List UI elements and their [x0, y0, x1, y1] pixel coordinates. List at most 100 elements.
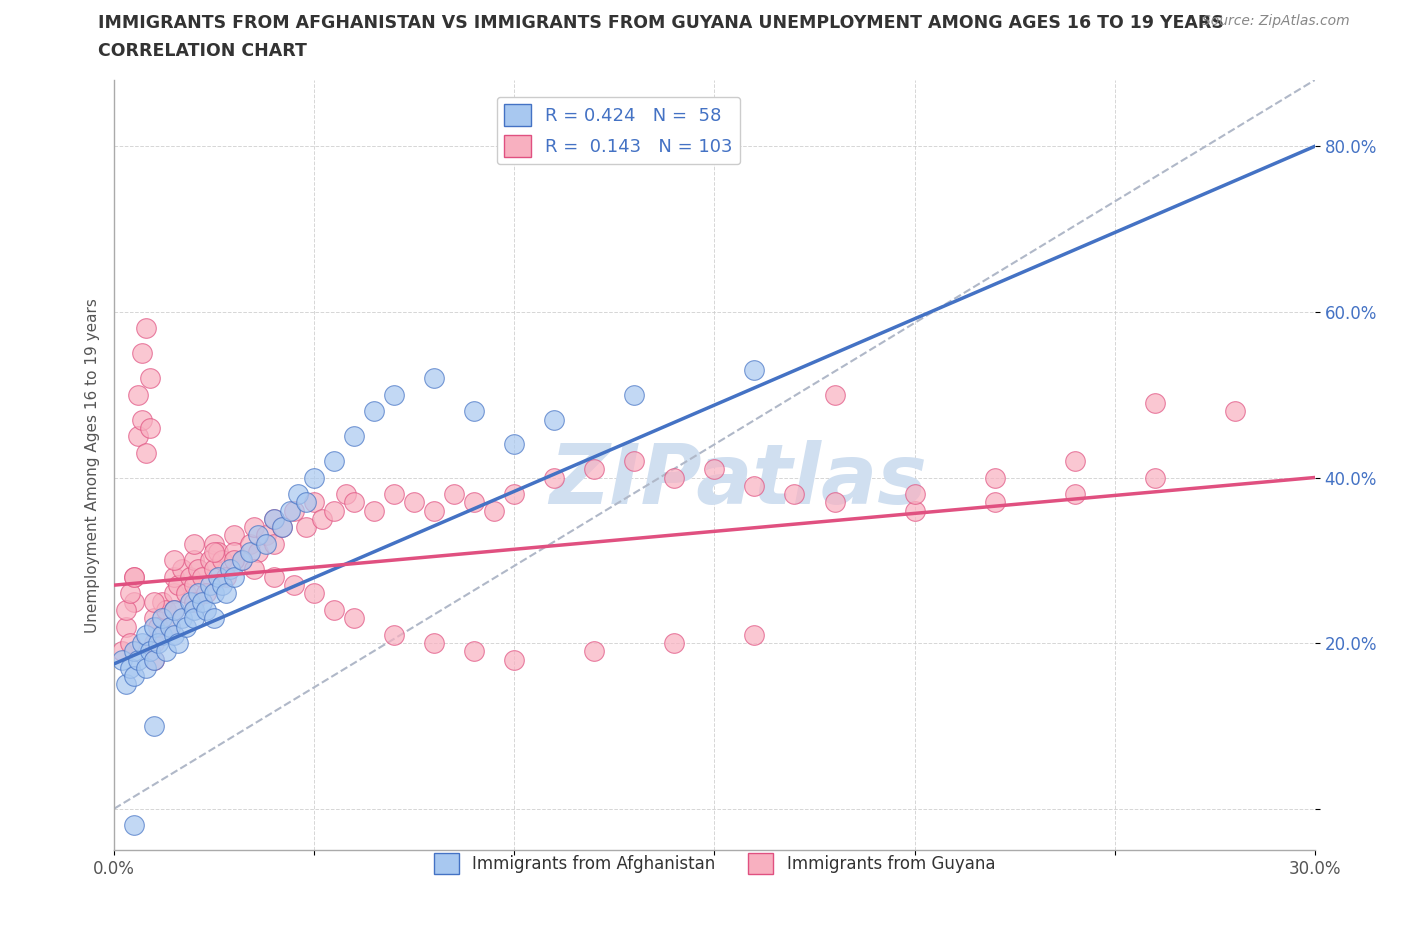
- Point: [423, 635, 446, 650]
- Point: [122, 817, 145, 832]
- Point: [263, 537, 285, 551]
- Point: [172, 561, 194, 576]
- Point: [200, 578, 222, 592]
- Point: [120, 586, 142, 601]
- Point: [224, 545, 246, 560]
- Point: [215, 569, 238, 584]
- Point: [744, 478, 766, 493]
- Point: [623, 387, 645, 402]
- Point: [463, 404, 485, 418]
- Point: [983, 470, 1005, 485]
- Point: [163, 628, 186, 643]
- Point: [283, 578, 305, 592]
- Point: [135, 628, 157, 643]
- Point: [115, 619, 138, 634]
- Point: [115, 603, 138, 618]
- Point: [183, 578, 205, 592]
- Point: [159, 619, 181, 634]
- Point: [143, 611, 166, 626]
- Point: [122, 569, 145, 584]
- Point: [983, 495, 1005, 510]
- Point: [824, 495, 846, 510]
- Point: [295, 520, 318, 535]
- Point: [150, 611, 173, 626]
- Point: [202, 561, 225, 576]
- Point: [191, 594, 214, 609]
- Point: [122, 594, 145, 609]
- Point: [122, 644, 145, 658]
- Point: [484, 503, 506, 518]
- Point: [111, 652, 134, 667]
- Point: [155, 644, 177, 658]
- Point: [187, 586, 209, 601]
- Point: [343, 429, 366, 444]
- Point: [283, 503, 305, 518]
- Point: [463, 495, 485, 510]
- Text: CORRELATION CHART: CORRELATION CHART: [98, 42, 308, 60]
- Point: [224, 528, 246, 543]
- Point: [1143, 395, 1166, 410]
- Point: [183, 537, 205, 551]
- Point: [254, 528, 277, 543]
- Point: [304, 586, 326, 601]
- Point: [311, 512, 333, 526]
- Point: [363, 404, 385, 418]
- Point: [224, 569, 246, 584]
- Point: [143, 719, 166, 734]
- Point: [503, 486, 526, 501]
- Point: [202, 586, 225, 601]
- Point: [131, 412, 153, 427]
- Point: [335, 486, 357, 501]
- Point: [200, 552, 222, 567]
- Point: [271, 520, 294, 535]
- Point: [543, 412, 565, 427]
- Point: [231, 552, 253, 567]
- Point: [443, 486, 465, 501]
- Point: [278, 503, 301, 518]
- Point: [183, 552, 205, 567]
- Point: [148, 619, 170, 634]
- Point: [211, 578, 233, 592]
- Point: [664, 635, 686, 650]
- Point: [543, 470, 565, 485]
- Point: [131, 346, 153, 361]
- Point: [1143, 470, 1166, 485]
- Point: [623, 454, 645, 469]
- Point: [143, 652, 166, 667]
- Point: [139, 644, 162, 658]
- Text: Source: ZipAtlas.com: Source: ZipAtlas.com: [1202, 14, 1350, 28]
- Text: ZIPatlas: ZIPatlas: [550, 440, 928, 521]
- Point: [304, 470, 326, 485]
- Point: [903, 486, 925, 501]
- Point: [155, 603, 177, 618]
- Point: [744, 628, 766, 643]
- Point: [343, 611, 366, 626]
- Point: [231, 552, 253, 567]
- Point: [163, 603, 186, 618]
- Point: [139, 420, 162, 435]
- Point: [423, 503, 446, 518]
- Point: [323, 454, 346, 469]
- Point: [664, 470, 686, 485]
- Point: [120, 660, 142, 675]
- Point: [295, 495, 318, 510]
- Text: IMMIGRANTS FROM AFGHANISTAN VS IMMIGRANTS FROM GUYANA UNEMPLOYMENT AMONG AGES 16: IMMIGRANTS FROM AFGHANISTAN VS IMMIGRANT…: [98, 14, 1225, 32]
- Point: [224, 552, 246, 567]
- Point: [131, 635, 153, 650]
- Point: [120, 635, 142, 650]
- Point: [163, 603, 186, 618]
- Point: [824, 387, 846, 402]
- Point: [703, 462, 725, 477]
- Point: [135, 321, 157, 336]
- Legend: Immigrants from Afghanistan, Immigrants from Guyana: Immigrants from Afghanistan, Immigrants …: [427, 846, 1002, 880]
- Point: [163, 552, 186, 567]
- Point: [207, 545, 229, 560]
- Point: [202, 611, 225, 626]
- Point: [167, 635, 190, 650]
- Point: [423, 371, 446, 386]
- Point: [254, 537, 277, 551]
- Point: [187, 561, 209, 576]
- Point: [287, 486, 309, 501]
- Point: [174, 619, 197, 634]
- Point: [463, 644, 485, 658]
